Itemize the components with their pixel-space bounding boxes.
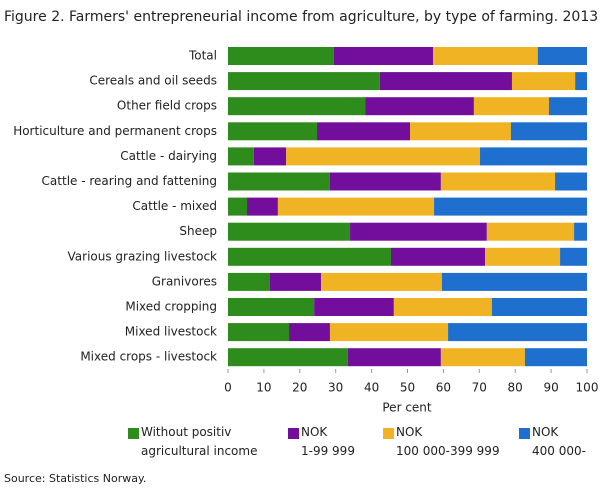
- bar-segment: [441, 272, 587, 291]
- bar-segment: [270, 272, 321, 291]
- y-tick-label: Horticulture and permanent crops: [13, 124, 217, 138]
- bar-segment: [228, 147, 254, 166]
- legend-swatch: [288, 428, 299, 439]
- bar-segment: [390, 247, 486, 266]
- x-tick-label: 60: [436, 381, 451, 395]
- legend-label: NOK 400 000-: [532, 425, 586, 458]
- y-tick-label: Mixed cropping: [125, 300, 217, 314]
- y-tick-label: Sheep: [179, 224, 217, 238]
- y-tick-label: Cereals and oil seeds: [89, 74, 217, 88]
- bar-segment: [286, 147, 481, 166]
- bar-segment: [555, 172, 587, 191]
- bar-segment: [329, 172, 441, 191]
- bar-segment: [320, 272, 442, 291]
- y-tick-label: Various grazing livestock: [68, 249, 218, 263]
- x-tick-label: 50: [400, 381, 415, 395]
- legend-label: Without positiv agricultural income: [141, 425, 258, 458]
- bar-segment: [228, 323, 290, 342]
- legend-label: NOK 100 000-399 999: [396, 425, 500, 458]
- bar-segment: [314, 298, 394, 316]
- x-axis-label: Per cent: [382, 401, 432, 415]
- bar-segment: [432, 47, 538, 65]
- bar-segment: [228, 122, 318, 141]
- bar-segment: [524, 348, 587, 367]
- bar-segment: [440, 348, 525, 367]
- y-tick-label: Cattle - rearing and fattening: [42, 174, 217, 188]
- y-tick-label: Mixed crops - livestock: [80, 350, 217, 364]
- bar-segment: [365, 97, 474, 116]
- bar-segment: [228, 222, 351, 241]
- bar-segment: [448, 323, 587, 342]
- bar-segment: [480, 147, 587, 166]
- x-tick-label: 100: [576, 381, 599, 395]
- legend-swatch: [383, 428, 394, 439]
- bar-segment: [228, 47, 334, 65]
- x-tick-label: 40: [364, 381, 379, 395]
- y-tick-label: Cattle - mixed: [132, 199, 217, 213]
- bar-segment: [333, 47, 433, 65]
- bar-segment: [434, 197, 587, 216]
- bar-segment: [410, 122, 511, 141]
- bar-segment: [317, 122, 411, 141]
- bar-segment: [228, 72, 380, 91]
- y-tick-label: Mixed livestock: [125, 325, 217, 339]
- bar-segment: [347, 348, 441, 367]
- bar-segment: [485, 247, 561, 266]
- bar-segment: [510, 122, 587, 141]
- bar-segment: [228, 247, 391, 266]
- legend-swatch: [519, 428, 530, 439]
- bar-segment: [560, 247, 587, 266]
- bar-segment: [393, 298, 492, 316]
- x-tick-label: 30: [328, 381, 343, 395]
- bar-segment: [350, 222, 487, 241]
- x-tick-label: 90: [543, 381, 558, 395]
- x-tick-label: 70: [472, 381, 487, 395]
- bar-segment: [440, 172, 556, 191]
- legend-swatch: [128, 428, 139, 439]
- y-tick-label: Granivores: [152, 274, 217, 288]
- y-tick-label: Other field crops: [117, 99, 217, 113]
- bar-segment: [228, 298, 315, 316]
- bar-segment: [277, 197, 435, 216]
- x-tick-label: 80: [508, 381, 523, 395]
- legend-label: NOK 1-99 999: [301, 425, 355, 458]
- bar-segment: [491, 298, 587, 316]
- bar-segment: [228, 348, 348, 367]
- bar-segment: [379, 72, 512, 91]
- y-tick-label: Cattle - dairying: [120, 149, 217, 163]
- source: Source: Statistics Norway.: [4, 472, 146, 485]
- x-tick-label: 10: [256, 381, 271, 395]
- bar-segment: [473, 97, 549, 116]
- x-tick-label: 0: [224, 381, 232, 395]
- bar-segment: [228, 97, 366, 116]
- bar-segment: [228, 272, 271, 291]
- bar-segment: [253, 147, 287, 166]
- bar-segment: [289, 323, 330, 342]
- bar-segment: [511, 72, 576, 91]
- bar-segment: [228, 172, 330, 191]
- bar-segment: [486, 222, 575, 241]
- chart-title: Figure 2. Farmers' entrepreneurial incom…: [4, 9, 598, 25]
- x-tick-label: 20: [292, 381, 307, 395]
- y-tick-label: Total: [188, 49, 217, 63]
- bar-segment: [228, 197, 248, 216]
- bar-segment: [247, 197, 278, 216]
- bar-segment: [537, 47, 587, 65]
- bar-segment: [548, 97, 587, 116]
- bar-segment: [329, 323, 449, 342]
- bar-segment: [575, 72, 587, 91]
- bar-segment: [574, 222, 587, 241]
